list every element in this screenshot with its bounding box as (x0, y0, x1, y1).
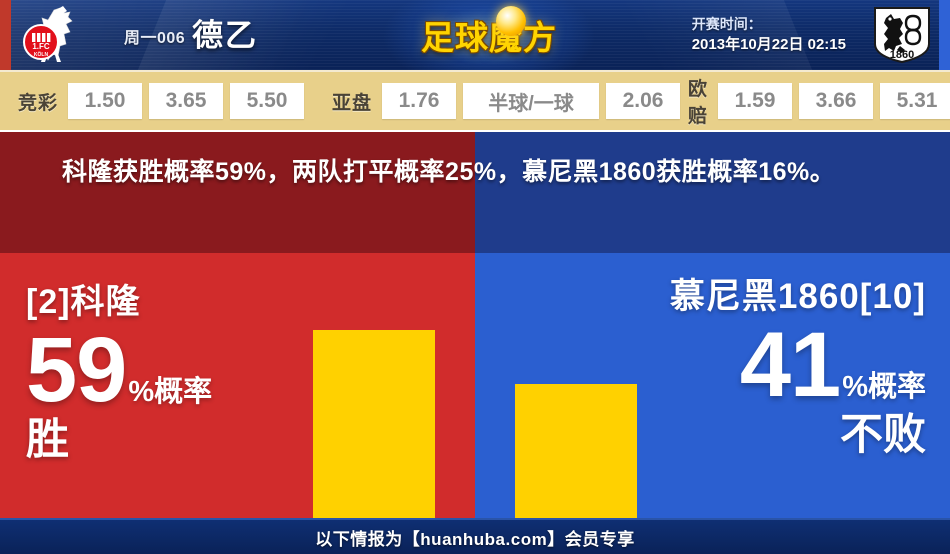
league-name: 德乙 (192, 18, 258, 53)
odds-group-label: 竞彩 (18, 92, 59, 114)
away-probability-bar (515, 384, 637, 518)
odds-group-label: 欧赔 (688, 79, 709, 127)
away-percent-suffix: %概率 (842, 371, 926, 403)
summary-left-half (0, 132, 475, 253)
brand-logo: 足球魔方 (382, 0, 596, 70)
svg-text:1860: 1860 (890, 49, 914, 61)
odds-cell[interactable]: 2.06 (606, 83, 681, 119)
header-left-red-edge (0, 0, 11, 70)
summary-right-half (475, 132, 950, 253)
odds-group-jingcai: 竞彩 1.50 3.65 5.50 (18, 72, 311, 130)
match-number: 周一006 (124, 30, 186, 47)
odds-bar: 竞彩 1.50 3.65 5.50 亚盘 1.76 半球/一球 2.06 欧赔 … (0, 70, 950, 132)
away-percent-value: 41 (739, 314, 841, 416)
away-verdict: 不败 (840, 411, 926, 459)
odds-cell-handicap[interactable]: 半球/一球 (463, 83, 600, 119)
home-percent-value: 59 (26, 319, 127, 421)
odds-cell[interactable]: 3.66 (799, 83, 874, 119)
header-bar: 1.FC KÖLN 周一006 德乙 足球魔方 开赛时间： 2013年10月22… (0, 0, 950, 70)
probability-panels: [2]科隆 59 %概率 胜 慕尼黑1860[10] 41 %概率 不败 (0, 253, 950, 518)
home-percent-suffix: %概率 (128, 376, 213, 408)
odds-cell[interactable]: 3.65 (149, 83, 224, 119)
odds-group-oupei: 欧赔 1.59 3.66 5.31 (688, 72, 950, 130)
odds-cell[interactable]: 5.50 (230, 83, 305, 119)
home-team-name: [2]科隆 (26, 283, 141, 321)
home-probability-bar (313, 330, 435, 518)
home-percent-row: 59 %概率 (26, 319, 300, 421)
kickoff-label: 开赛时间： (691, 16, 762, 32)
brand-logo-text: 足球魔方 (421, 18, 557, 57)
kickoff-time: 2013年10月22日 02:15 (691, 36, 846, 53)
summary-banner: 科隆获胜概率59%，两队打平概率25%，慕尼黑1860获胜概率16%。 (0, 132, 950, 253)
away-team-name: 慕尼黑1860[10] (669, 277, 926, 316)
odds-cell[interactable]: 5.31 (880, 83, 950, 119)
home-stats: [2]科隆 59 %概率 胜 (0, 253, 300, 518)
home-verdict: 胜 (26, 416, 69, 464)
footer-text: 以下情报为【huanhuba.com】会员专享 (315, 529, 635, 549)
odds-group-label: 亚盘 (332, 92, 373, 114)
odds-cell[interactable]: 1.59 (718, 83, 793, 119)
munich-1860-crest-icon: 1860 (872, 6, 932, 64)
fc-koln-crest-icon: 1.FC KÖLN (14, 4, 86, 66)
footer-bar: 以下情报为【huanhuba.com】会员专享 (0, 518, 950, 554)
odds-cell[interactable]: 1.50 (68, 83, 143, 119)
header-right-blue-edge (939, 0, 950, 70)
summary-text: 科隆获胜概率59%，两队打平概率25%，慕尼黑1860获胜概率16%。 (62, 158, 836, 186)
svg-text:KÖLN: KÖLN (34, 51, 49, 58)
odds-cell[interactable]: 1.76 (382, 83, 457, 119)
kickoff-info: 开赛时间： 2013年10月22日 02:15 (692, 14, 846, 55)
away-stats: 慕尼黑1860[10] 41 %概率 不败 (630, 253, 950, 518)
away-percent-row: 41 %概率 (630, 314, 926, 416)
brand-glow-badge-icon (496, 6, 526, 36)
odds-group-yapan: 亚盘 1.76 半球/一球 2.06 (332, 72, 687, 130)
svg-text:1.FC: 1.FC (32, 42, 50, 51)
